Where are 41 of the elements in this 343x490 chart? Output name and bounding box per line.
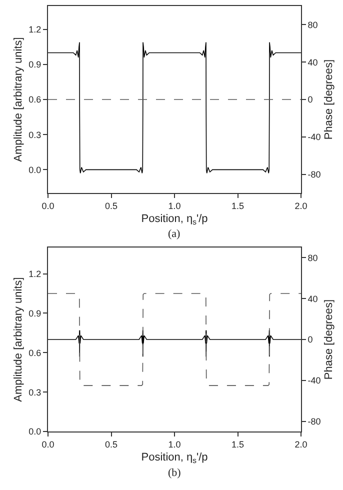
y2-tick-label: -80 (308, 169, 321, 180)
x-tick-label: 1.5 (231, 200, 244, 211)
y-tick-label: 1.2 (28, 268, 42, 279)
y-axis-title: Amplitude [arbitrary units] (12, 277, 24, 402)
y-tick-label: 0.9 (28, 308, 42, 318)
x-tick-label: 2.0 (294, 200, 308, 211)
y2-tick-label: -80 (308, 416, 321, 426)
y-tick-label: 1.2 (28, 24, 42, 35)
y-tick-label: 0.9 (28, 60, 42, 70)
y2-axis-title: Phase [degrees] (323, 59, 336, 140)
y-tick-label: 0.0 (28, 164, 42, 175)
x-tick-label: 1.5 (231, 439, 244, 450)
y2-tick-label: -40 (308, 376, 321, 386)
y2-tick-label: 40 (308, 57, 318, 68)
text: (b) (168, 467, 182, 479)
x-tick-label: 0.0 (42, 200, 54, 211)
y2-tick-label: -40 (308, 132, 321, 142)
y-tick-label: 0.3 (28, 130, 42, 140)
y2-tick-label: 0 (308, 334, 313, 345)
x-tick-label: 0.5 (104, 200, 118, 211)
line-series (48, 42, 301, 174)
x-tick-label: 0.5 (104, 439, 118, 450)
x-tick-label: 1.0 (168, 439, 181, 450)
x-axis-title: Position, η$_{s}$'/p (141, 452, 208, 465)
y2-tick-label: 40 (308, 294, 318, 304)
y-tick-label: 0.6 (28, 348, 42, 358)
line-series (48, 293, 301, 386)
y-axis-title: Amplitude [arbitrary units] (12, 37, 24, 162)
y-tick-label: 0.3 (28, 387, 42, 398)
y2-tick-label: 0 (308, 94, 313, 105)
y-tick-label: 0.0 (28, 426, 42, 437)
x-tick-label: 2.0 (294, 439, 308, 450)
x-tick-label: 0.0 (42, 439, 54, 450)
y-tick-label: 0.6 (28, 94, 42, 105)
y2-axis-title: Phase [degrees] (323, 299, 336, 380)
x-tick-label: 1.0 (168, 200, 181, 211)
y2-tick-label: 80 (308, 20, 318, 30)
x-axis-title: Position, η$_{s}$'/p (141, 213, 208, 226)
text: (a) (168, 228, 181, 240)
line-series (48, 330, 301, 358)
y2-tick-label: 80 (308, 252, 318, 263)
